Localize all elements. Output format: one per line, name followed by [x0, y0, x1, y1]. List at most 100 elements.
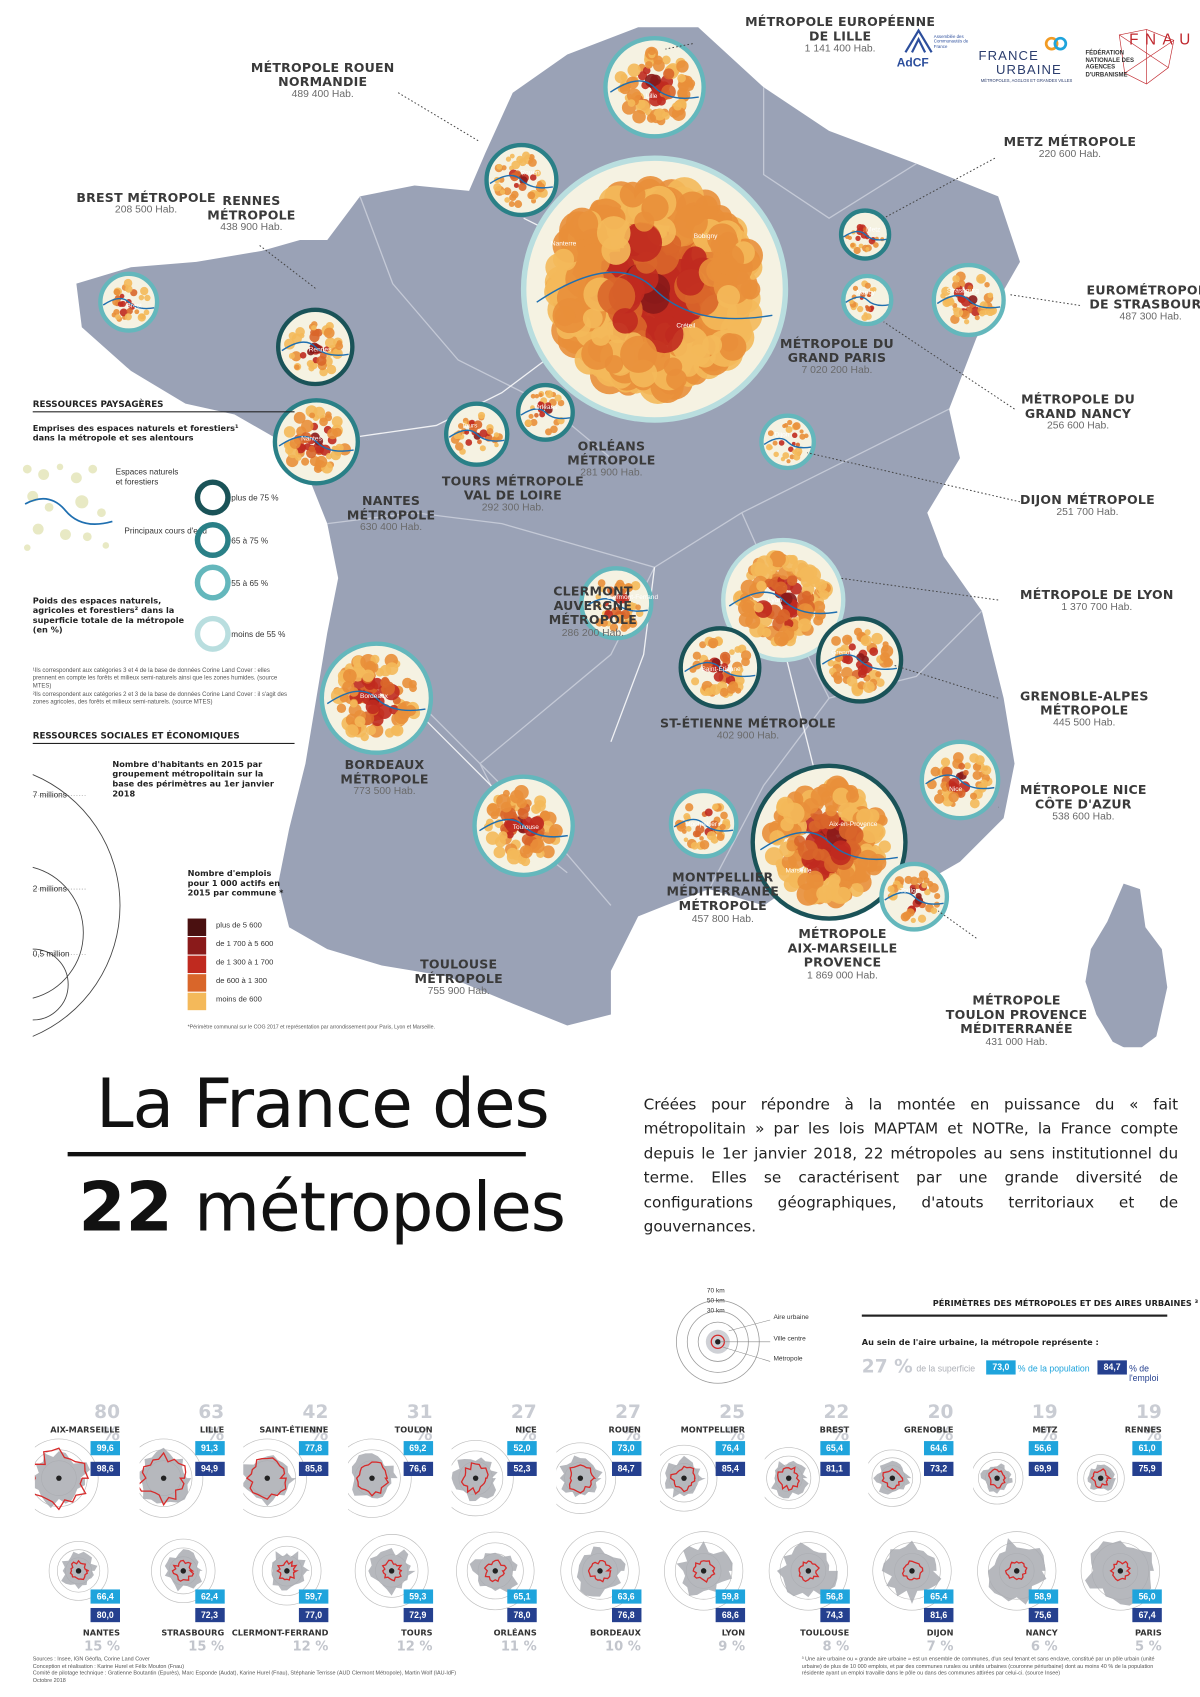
metro-name: MÉTROPOLE DE LYON: [1019, 586, 1174, 603]
metro-population: 292 300 Hab.: [481, 502, 544, 515]
metro-name: DIJON MÉTROPOLE: [1019, 491, 1155, 508]
metro-population: 438 900 Hab.: [220, 221, 283, 234]
france-urbaine-line1: FRANCE: [978, 47, 1039, 64]
metro-circle: [668, 788, 739, 859]
metro-name: MÉTROPOLE EUROPÉENNE DE LILLE: [745, 14, 936, 44]
perim-city: SAINT-ÉTIENNE: [259, 1424, 329, 1435]
metro-name: TOURS MÉTROPOLE VAL DE LOIRE: [441, 473, 584, 504]
metro-label: BREST MÉTROPOLE 208 500 Hab.: [76, 190, 215, 217]
metro-circle: [678, 626, 762, 710]
perim-emp-share: 85,4: [715, 1461, 746, 1476]
perim-pct: 63 %: [198, 1401, 225, 1446]
metro-label: MÉTROPOLE DU GRAND NANCY 256 600 Hab.: [1021, 392, 1135, 434]
metro-population: 445 500 Hab.: [1053, 717, 1116, 730]
metro-label: CLERMONT AUVERGNE MÉTROPOLE 286 200 Hab.: [549, 584, 637, 640]
map-city-label: Toulouse: [513, 824, 540, 831]
metro-name: ORLÉANS MÉTROPOLE: [567, 438, 656, 469]
perim-label-70km: 70 km: [706, 1288, 725, 1295]
perim-emp-share: 80,0: [90, 1607, 120, 1623]
perim-diagram: [243, 1438, 307, 1518]
key-superficie-label: de la superficie: [916, 1363, 976, 1374]
perim-diagram: [764, 1447, 820, 1510]
title-line2: 22 métropoles: [79, 1167, 566, 1247]
fnau-network-icon: [1118, 29, 1175, 85]
metro-label: MÉTROPOLE AIX-MARSEILLE PROVENCE 1 869 00…: [788, 927, 898, 982]
footnote-aire-urbaine: ³ Une aire urbaine ou « grande aire urba…: [801, 1655, 1155, 1677]
key-pop-value: 73,0: [986, 1360, 1016, 1375]
metro-label: ORLÉANS MÉTROPOLE 281 900 Hab.: [567, 438, 656, 481]
perim-diagram: [347, 1438, 412, 1518]
metro-circle: [520, 155, 789, 423]
legend-population-circles: [32, 774, 121, 1037]
metro-circle: [838, 208, 892, 261]
metro-population: 538 600 Hab.: [1052, 811, 1115, 824]
metro-circle: [603, 35, 706, 139]
perim-diagram: [150, 1538, 215, 1604]
perim-pop-share: 65,1: [507, 1589, 537, 1604]
fnau-mark: FNAU: [1129, 30, 1197, 48]
legend-note1: ¹Ils correspondent aux catégories 3 et 4…: [32, 667, 278, 690]
france-urbaine-subtitle: MÉTROPOLES, AGGLOS ET GRANDES VILLES: [980, 78, 1073, 83]
metro-label: MÉTROPOLE ROUEN NORMANDIE 489 400 Hab.: [250, 59, 395, 102]
map-city-label: Dijon: [775, 431, 790, 438]
metro-label: MÉTROPOLE DE LYON 1 370 700 Hab.: [1019, 586, 1174, 614]
metro-name: MONTPELLIER MÉDITERRANÉE MÉTROPOLE: [666, 869, 780, 914]
map-city-label: Brest: [127, 303, 142, 310]
perim-diagram: [868, 1449, 921, 1507]
perim-pop-share: 65,4: [923, 1589, 954, 1604]
metro-label: BORDEAUX MÉTROPOLE 773 500 Hab.: [340, 757, 428, 799]
legend-swatch-map: [22, 463, 113, 551]
map-city-label: Nantes: [301, 436, 322, 443]
perim-pop-share: 62,4: [194, 1589, 225, 1604]
map-city-label: Grenoble: [831, 650, 858, 657]
metro-circle: [931, 262, 1006, 338]
metro-circle: [515, 382, 575, 442]
perim-emp-share: 76,8: [611, 1607, 641, 1623]
legend-swatch-river: Principaux cours d'eau: [124, 525, 207, 536]
metro-name: MÉTROPOLE ROUEN NORMANDIE: [250, 59, 395, 90]
legend-note2: ²Ils correspondent aux catégories 2 et 3…: [32, 691, 288, 706]
perim-pop-share: 52,0: [507, 1441, 537, 1456]
metro-circle: [484, 142, 559, 218]
metro-circle: [272, 398, 360, 486]
perim-emp-share: 52,3: [507, 1461, 537, 1476]
map-city-label: Saint-Étienne: [701, 664, 741, 673]
map-city-label: Metz: [866, 226, 880, 233]
metro-circle: [759, 413, 816, 471]
perim-emp-share: 77,0: [298, 1607, 329, 1623]
perim-pct: 22 %: [823, 1401, 850, 1446]
map-city-label: Nancy: [856, 290, 875, 297]
perim-diagram: [768, 1531, 848, 1611]
metro-label: RENNES MÉTROPOLE 438 900 Hab.: [207, 193, 295, 235]
metro-label: EUROMÉTROPOLE DE STRASBOURG487 300 Hab.: [1086, 282, 1200, 325]
map-city-label: Orléans: [535, 404, 559, 411]
metro-population: 1 370 700 Hab.: [1061, 601, 1133, 614]
legend-circle-05m: 0,5 million: [32, 949, 70, 959]
title-line1: La France des: [95, 1063, 550, 1144]
map-city-label: Tours: [461, 423, 478, 430]
map-city-label: Strasbourg: [947, 287, 979, 294]
france-urbaine-logo: FRANCE URBAINE MÉTROPOLES, AGGLOS ET GRA…: [974, 33, 1079, 88]
emp-class-label: de 1 700 à 5 600: [215, 940, 274, 948]
map-city-label: Clermont-Ferrand: [607, 594, 659, 601]
perim-diagram: [555, 1442, 616, 1514]
metro-population: 281 900 Hab.: [580, 467, 643, 480]
metro-name: ST-ÉTIENNE MÉTROPOLE: [659, 715, 836, 731]
emp-class-swatch: [187, 955, 207, 974]
legend-poids-title: Poids des espaces naturels, agricoles et…: [32, 595, 185, 635]
leader-lines: [259, 43, 1081, 939]
map-city-label: Créteil: [676, 322, 695, 329]
perim-pop-share: 61,0: [1132, 1441, 1162, 1456]
perim-pop-share: 59,3: [403, 1589, 433, 1604]
perim-pct: 12 %: [292, 1638, 329, 1654]
emp-class-swatch: [187, 992, 207, 1011]
metro-population: 286 200 Hab.: [561, 626, 624, 639]
france-urbaine-line2: URBAINE: [995, 62, 1062, 78]
perim-pop-share: 58,9: [1028, 1589, 1058, 1604]
perim-city: ROUEN: [608, 1424, 641, 1435]
legend-circle-7m: 7 millions: [32, 789, 67, 800]
metro-name: EUROMÉTROPOLE DE STRASBOURG: [1086, 282, 1200, 313]
perim-pop-share: 69,2: [403, 1441, 433, 1456]
perim-diagram: [252, 1536, 322, 1606]
perim-emp-share: 67,4: [1132, 1607, 1162, 1623]
